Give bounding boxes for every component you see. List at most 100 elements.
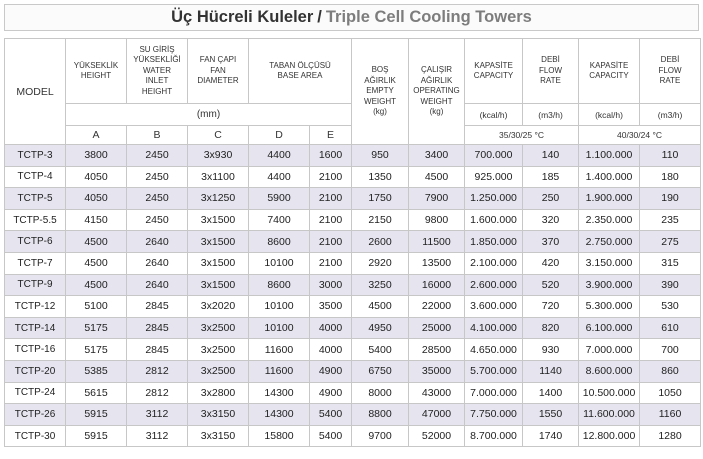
cell-capacity-40: 3.900.000 (578, 273, 641, 297)
cell-flow-rate-35: 320 (522, 208, 580, 232)
table-row: TCTP-30 5915 3112 3x3150 15800 5400 9700 52000 8… (4, 424, 702, 448)
cell-height-a: 4500 (65, 273, 127, 297)
cell-flow-rate-35: 720 (522, 295, 580, 318)
header-capacity-1: KAPASİTE CAPACITY (464, 38, 524, 104)
cell-flow-rate-35: 930 (522, 338, 580, 361)
cell-capacity-40: 1.900.000 (578, 187, 641, 210)
cell-height-a: 4050 (65, 187, 127, 210)
cell-base-e: 5400 (308, 403, 353, 426)
cell-inlet-height-b: 2845 (126, 338, 188, 361)
cell-flow-rate-40: 860 (639, 359, 702, 383)
cell-model: TCTP-26 (4, 403, 66, 426)
cell-inlet-height-b: 2640 (126, 273, 188, 297)
cell-capacity-40: 1.100.000 (578, 144, 641, 167)
cell-flow-rate-35: 520 (522, 273, 580, 297)
cell-flow-rate-40: 1280 (639, 424, 702, 448)
cell-height-a: 4500 (65, 251, 127, 275)
cell-base-d: 10100 (248, 316, 310, 340)
cell-base-d: 7400 (248, 208, 310, 232)
cell-base-e: 2100 (308, 187, 353, 210)
cell-model: TCTP-24 (4, 381, 66, 405)
cell-fan-diameter-c: 3x3150 (187, 403, 249, 426)
cell-base-e: 4000 (308, 338, 353, 361)
cell-operating-weight: 25000 (408, 316, 466, 340)
table-row: TCTP-12 5100 2845 3x2020 10100 3500 4500 22000 3… (4, 295, 702, 318)
letter-b: B (126, 125, 188, 145)
cell-capacity-40: 6.100.000 (578, 316, 641, 340)
cell-model: TCTP-20 (4, 359, 66, 383)
cell-empty-weight: 9700 (351, 424, 410, 448)
cell-empty-weight: 4950 (351, 316, 410, 340)
cell-inlet-height-b: 3112 (126, 424, 188, 448)
cell-empty-weight: 2920 (351, 251, 410, 275)
table-row: TCTP-20 5385 2812 3x2500 11600 4900 6750 35000 5… (4, 359, 702, 383)
cell-flow-rate-40: 315 (639, 251, 702, 275)
cell-fan-diameter-c: 3x2500 (187, 338, 249, 361)
cell-height-a: 5915 (65, 424, 127, 448)
cell-capacity-35: 4.100.000 (464, 316, 524, 340)
cell-flow-rate-40: 180 (639, 165, 702, 189)
header-height: YÜKSEKLİK HEIGHT (65, 38, 127, 104)
cell-flow-rate-40: 1050 (639, 381, 702, 405)
cell-capacity-40: 11.600.000 (578, 403, 641, 426)
cell-capacity-35: 700.000 (464, 144, 524, 167)
cell-fan-diameter-c: 3x1100 (187, 165, 249, 189)
header-flow-rate-2: DEBİ FLOW RATE (639, 38, 702, 104)
table-row: TCTP-4 4050 2450 3x1100 4400 2100 1350 4500 925.… (4, 165, 702, 189)
cell-capacity-40: 7.000.000 (578, 338, 641, 361)
cell-flow-rate-40: 530 (639, 295, 702, 318)
cell-empty-weight: 2600 (351, 230, 410, 253)
cell-inlet-height-b: 2450 (126, 165, 188, 189)
cell-base-d: 8600 (248, 230, 310, 253)
cell-empty-weight: 2150 (351, 208, 410, 232)
cell-flow-rate-40: 390 (639, 273, 702, 297)
cell-empty-weight: 8000 (351, 381, 410, 405)
unit-mm: (mm) (64, 103, 353, 126)
cell-base-e: 4000 (308, 316, 353, 340)
cell-capacity-35: 1.850.000 (464, 230, 524, 253)
cell-flow-rate-35: 1740 (522, 424, 580, 448)
cell-fan-diameter-c: 3x2500 (187, 359, 249, 383)
cell-flow-rate-40: 190 (639, 187, 702, 210)
cell-operating-weight: 4500 (408, 165, 466, 189)
cell-inlet-height-b: 2450 (126, 187, 188, 210)
table-row: TCTP-9 4500 2640 3x1500 8600 3000 3250 16000 2.6… (4, 273, 702, 297)
cell-operating-weight: 22000 (408, 295, 466, 318)
cell-height-a: 4050 (65, 165, 127, 189)
cell-base-e: 2100 (308, 165, 353, 189)
cell-height-a: 3800 (65, 144, 127, 167)
cell-flow-rate-40: 275 (639, 230, 702, 253)
cell-fan-diameter-c: 3x1500 (187, 208, 249, 232)
table-row: TCTP-7 4500 2640 3x1500 10100 2100 2920 13500 2.… (4, 251, 702, 275)
cell-capacity-35: 3.600.000 (464, 295, 524, 318)
cell-operating-weight: 7900 (408, 187, 466, 210)
cell-fan-diameter-c: 3x1500 (187, 251, 249, 275)
cell-capacity-40: 2.750.000 (578, 230, 641, 253)
cell-capacity-40: 8.600.000 (578, 359, 641, 383)
condition-35-30-25: 35/30/25 °C (464, 125, 580, 145)
cell-flow-rate-40: 610 (639, 316, 702, 340)
cell-operating-weight: 16000 (408, 273, 466, 297)
table-row: TCTP-6 4500 2640 3x1500 8600 2100 2600 11500 1.8… (4, 230, 702, 253)
cell-capacity-35: 1.250.000 (464, 187, 524, 210)
table-body: TCTP-3 3800 2450 3x930 4400 1600 950 3400 700.00… (4, 144, 702, 448)
cell-inlet-height-b: 2450 (126, 144, 188, 167)
cell-inlet-height-b: 3112 (126, 403, 188, 426)
cell-flow-rate-35: 250 (522, 187, 580, 210)
cell-fan-diameter-c: 3x1500 (187, 273, 249, 297)
cell-base-e: 2100 (308, 251, 353, 275)
cell-operating-weight: 13500 (408, 251, 466, 275)
cell-capacity-40: 10.500.000 (578, 381, 641, 405)
cell-base-d: 4400 (248, 165, 310, 189)
cell-capacity-35: 7.000.000 (464, 381, 524, 405)
cell-operating-weight: 52000 (408, 424, 466, 448)
cell-empty-weight: 1350 (351, 165, 410, 189)
header-base-area: TABAN ÖLÇÜSÜ BASE AREA (247, 38, 353, 104)
cell-model: TCTP-3 (4, 144, 66, 167)
cell-model: TCTP-5.5 (4, 208, 66, 232)
cell-fan-diameter-c: 3x1500 (187, 230, 249, 253)
header-operating-weight: ÇALIŞIR AĞIRLIK OPERATING WEIGHT (kg) (408, 38, 466, 145)
cell-height-a: 5100 (65, 295, 127, 318)
cell-height-a: 5175 (65, 316, 127, 340)
cell-flow-rate-35: 1400 (522, 381, 580, 405)
